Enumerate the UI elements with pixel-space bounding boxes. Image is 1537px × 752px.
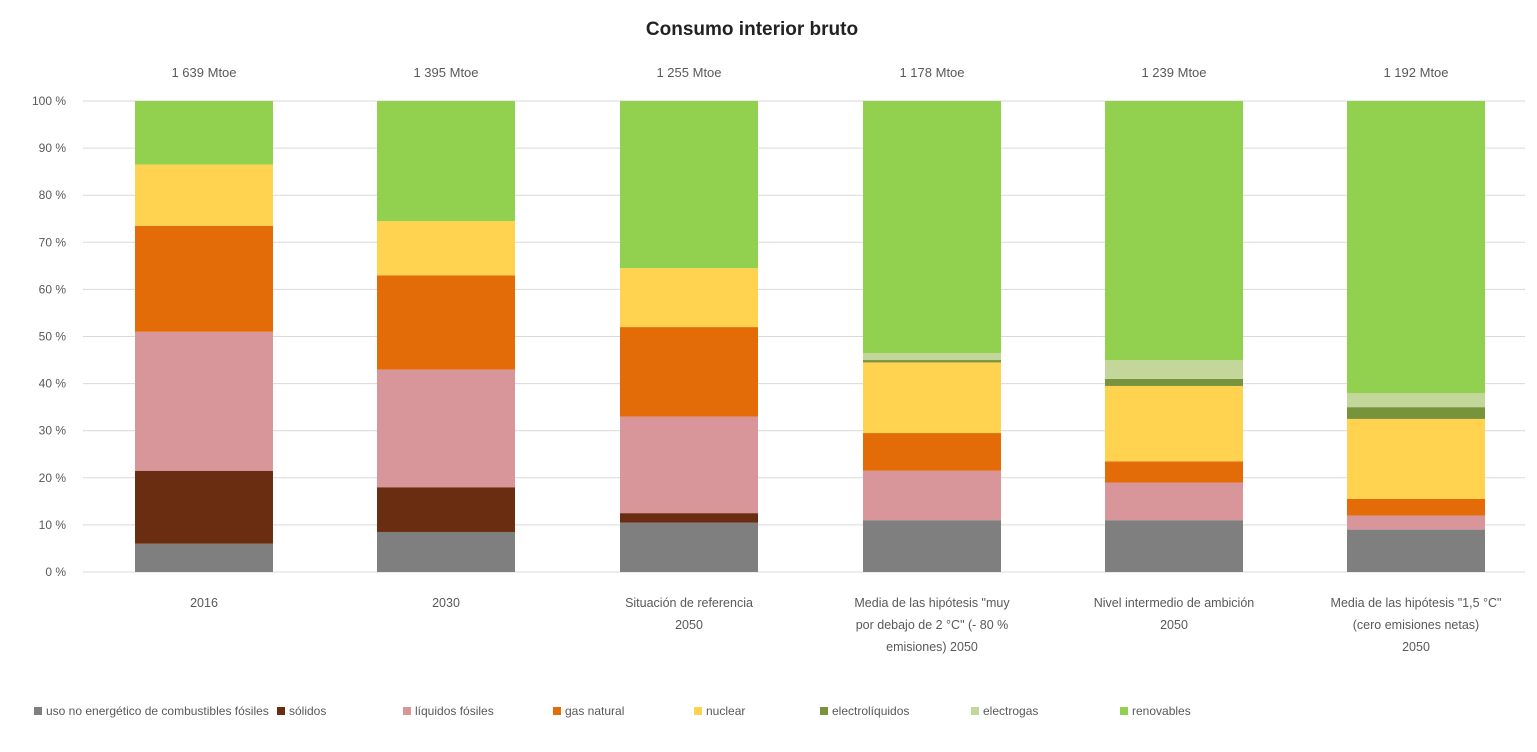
total-label: 1 178 Mtoe [899,65,964,80]
chart-title: Consumo interior bruto [646,19,858,40]
bar-segment [620,513,758,523]
legend-label: nuclear [706,704,745,718]
bar-segment [1105,520,1243,572]
legend-swatch [971,707,979,715]
bar-segment [1347,407,1485,419]
bar-segment [377,221,515,276]
bar-segment [863,520,1001,572]
bar-segment [135,101,273,165]
legend-item: sólidos [277,704,326,718]
legend-item: líquidos fósiles [403,704,494,718]
legend-label: gas natural [565,704,624,718]
y-tick-label: 60 % [39,282,67,296]
bar-segment [863,470,1001,521]
y-axis-ticks: 0 % 10 % 20 % 30 % 40 % 50 % 60 % 70 % 80 % 90 % 1… [32,94,66,579]
gridlines [83,100,1525,573]
bar-segment [377,275,515,370]
bar-segment [1347,393,1485,408]
bar-segment [1347,101,1485,394]
legend-label: renovables [1132,704,1191,718]
bar-segment [620,101,758,269]
y-tick-label: 40 % [39,377,67,391]
y-tick-label: 20 % [39,471,67,485]
bar-segment [620,522,758,572]
bar-segment [1105,385,1243,462]
bar-segment [1347,515,1485,530]
total-label: 1 255 Mtoe [656,65,721,80]
x-tick-label: Nivel intermedio de ambición 2050 [1094,596,1255,632]
bar-segment [1347,498,1485,516]
y-tick-label: 70 % [39,235,67,249]
legend-label: electrolíquidos [832,704,909,718]
legend-item: nuclear [694,704,745,718]
bar-segment [863,101,1001,353]
bar-segment [1105,482,1243,521]
y-tick-label: 90 % [39,141,67,155]
bar-segment [1105,360,1243,379]
x-tick-label: Media de las hipótesis "muy por debajo de… [854,596,1010,654]
legend-item: uso no energético de combustibles fósile… [34,704,269,718]
total-label: 1 192 Mtoe [1383,65,1448,80]
legend: uso no energético de combustibles fósile… [34,704,1191,718]
bar-segment [863,433,1001,471]
bar-segment [1105,101,1243,361]
y-tick-label: 100 % [32,94,66,108]
legend-label: electrogas [983,704,1038,718]
bar-segment [135,164,273,226]
total-label: 1 639 Mtoe [171,65,236,80]
total-label: 1 239 Mtoe [1141,65,1206,80]
bar-segment [863,362,1001,434]
bar-segment [620,416,758,514]
bar-segment [135,225,273,332]
x-tick-label: 2030 [432,596,460,610]
bar-segment [377,101,515,222]
legend-item: gas natural [553,704,624,718]
legend-item: electrogas [971,704,1038,718]
legend-item: electrolíquidos [820,704,909,718]
bar-segment [620,268,758,328]
legend-label: uso no energético de combustibles fósile… [46,704,269,718]
y-tick-label: 30 % [39,424,67,438]
x-tick-label: Situación de referencia 2050 [625,596,753,632]
y-tick-label: 80 % [39,188,67,202]
x-tick-label: 2016 [190,596,218,610]
bar-segment [135,331,273,471]
x-axis-labels: 2016 2030 Situación de referencia 2050 Media… [190,596,1501,654]
legend-swatch [820,707,828,715]
bar-segment [377,531,515,572]
bar-segment [1347,529,1485,572]
bars [135,101,1485,572]
x-tick-label: Media de las hipótesis "1,5 °C" (cero emi… [1331,596,1502,654]
legend-swatch [694,707,702,715]
bar-segment [135,470,273,544]
bar-segment [377,369,515,488]
total-labels: 1 639 Mtoe 1 395 Mtoe 1 255 Mtoe 1 178 Mtoe… [171,65,1448,80]
bar-segment [135,543,273,572]
bar-segment [863,360,1001,363]
legend-swatch [553,707,561,715]
y-tick-label: 0 % [45,565,66,579]
bar-segment [377,487,515,532]
y-tick-label: 50 % [39,330,67,344]
bar-segment [1105,378,1243,386]
y-tick-label: 10 % [39,518,67,532]
bar-segment [620,327,758,417]
legend-swatch [1120,707,1128,715]
legend-label: líquidos fósiles [415,704,494,718]
bar-segment [1347,418,1485,499]
legend-swatch [403,707,411,715]
bar-segment [863,352,1001,361]
legend-label: sólidos [289,704,326,718]
legend-swatch [277,707,285,715]
legend-swatch [34,707,42,715]
total-label: 1 395 Mtoe [413,65,478,80]
bar-segment [1105,461,1243,483]
legend-item: renovables [1120,704,1191,718]
